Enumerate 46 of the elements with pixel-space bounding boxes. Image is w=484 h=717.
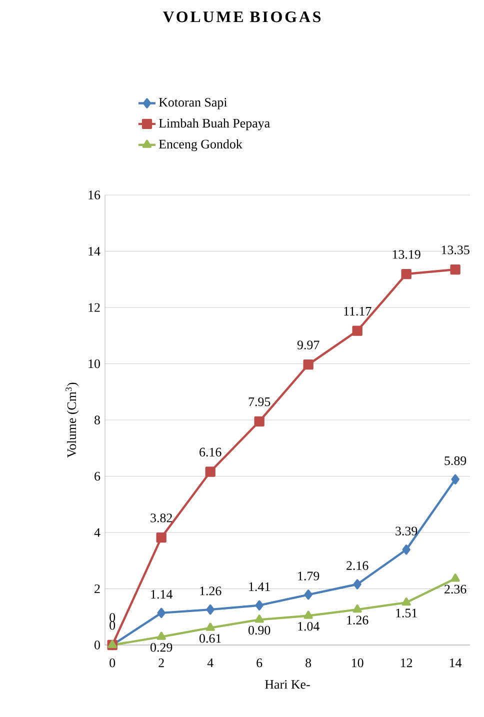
x-tick-label: 10: [352, 658, 364, 668]
legend-label: Enceng Gondok: [158, 139, 242, 152]
data-label: 3.82: [150, 514, 172, 522]
y-tick-label: 6: [94, 472, 100, 481]
y-tick-label: 14: [88, 246, 100, 256]
x-tick-label: 6: [256, 658, 262, 668]
data-label: 1.26: [200, 586, 222, 596]
data-label: 13.19: [392, 250, 420, 259]
y-axis-title: Volume (Cm$^{3}$): [66, 382, 79, 458]
y-tick-label: 12: [88, 303, 100, 312]
y-tick-label: 4: [94, 528, 100, 537]
data-label: 1.04: [298, 622, 320, 631]
data-label: 2.16: [346, 561, 368, 570]
data-label: 13.35: [442, 246, 470, 254]
x-tick-label: 2: [158, 658, 164, 668]
y-tick-label: 8: [94, 416, 100, 424]
y-tick-label: 16: [88, 190, 100, 200]
x-tick-label: 14: [450, 658, 462, 668]
legend-label: Kotoran Sapi: [158, 98, 228, 110]
data-label: 1.51: [396, 608, 417, 618]
x-tick-label: 12: [400, 658, 412, 668]
data-label: 2.36: [444, 584, 466, 594]
data-label: 0: [110, 613, 116, 622]
data-label: 1.26: [347, 616, 368, 625]
data-label: 7.95: [248, 397, 270, 406]
data-label: 0.61: [200, 634, 221, 643]
x-tick-label: 4: [207, 658, 214, 668]
data-label: 6.16: [200, 448, 222, 457]
data-label: 0.90: [248, 626, 270, 635]
y-tick-label: 2: [94, 584, 100, 594]
y-tick-label: 10: [88, 359, 100, 368]
data-label: 1.41: [249, 582, 270, 592]
data-label: 0: [110, 621, 116, 630]
chart-title: VOLUME BIOGAS: [162, 12, 321, 22]
x-axis-title: Hari Ke-: [265, 680, 310, 689]
data-label: 3.39: [396, 526, 418, 536]
data-label: 5.89: [444, 456, 466, 466]
x-tick-label: 8: [306, 658, 312, 668]
y-tick-label: 0: [94, 640, 100, 650]
data-label: 11.17: [344, 306, 372, 316]
x-tick-label: 0: [110, 658, 116, 668]
data-label: 0.29: [150, 643, 172, 652]
data-label: 1.79: [298, 572, 320, 580]
data-label: 9.97: [297, 340, 320, 350]
legend-label: Limbah Buah Pepaya: [158, 118, 270, 130]
data-label: 1.14: [151, 590, 172, 599]
